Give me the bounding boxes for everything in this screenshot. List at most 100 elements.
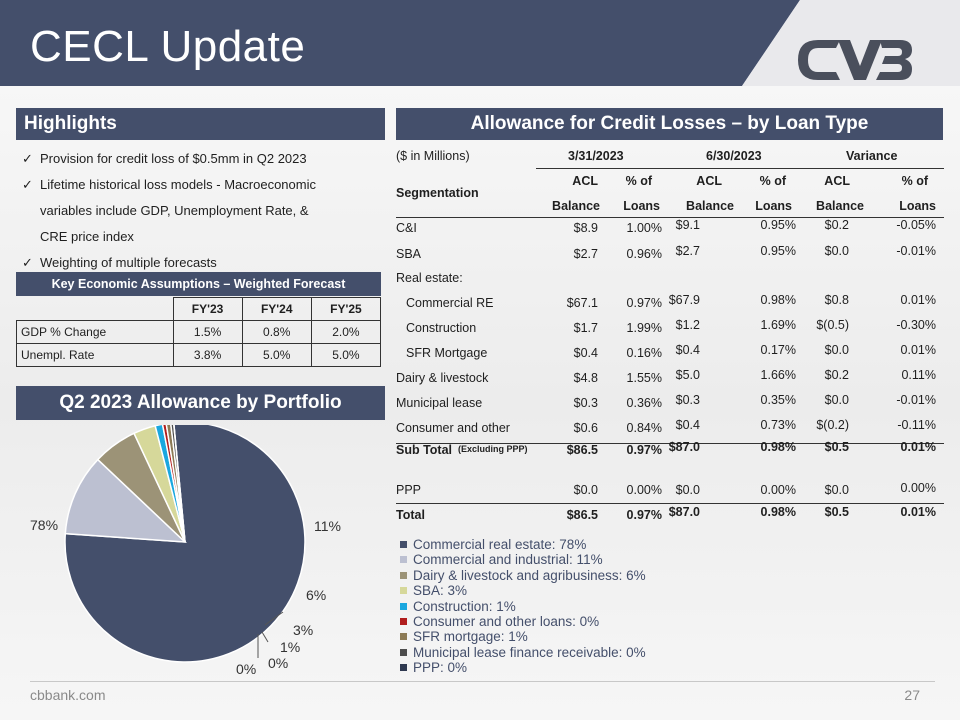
highlight-item: ✓ Lifetime historical loss models - Macro… [18,172,378,198]
legend-swatch [400,602,407,610]
highlight-item: ✓ Weighting of multiple forecasts [18,250,378,276]
checkmark-icon: ✓ [22,151,33,166]
cell-value: $9.1 [675,218,700,232]
table-header-row: Balance Loans Balance Loans Balance Loan… [552,199,936,213]
highlight-item: ✓ Provision for credit loss of $0.5mm in … [18,146,378,172]
table-row: SBA $2.7 0.96% $2.7 0.95% $0.0 -0.01% [396,244,944,272]
cell-value: 1.69% [760,318,796,332]
cell-value: $0.6 [573,421,598,435]
cell-value: 1.55% [626,371,662,385]
table-header-row: ($ in Millions) 3/31/2023 6/30/2023 Vari… [396,149,898,163]
legend-swatch [400,617,407,625]
legend-label: PPP: 0% [413,660,468,676]
footer-divider [30,681,935,682]
legend-item: Commercial real estate: 78% [400,537,646,552]
legend-swatch [400,633,407,641]
cell-value: 0.16% [626,346,662,360]
cell-value: 0.95% [760,218,796,232]
checkmark-icon: ✓ [22,255,33,270]
row-label: Municipal lease [396,396,483,410]
cell-value: $0.3 [573,396,598,410]
cell-value: 0.73% [760,418,796,432]
legend-item: Construction: 1% [400,599,646,614]
slice-label: 0% [236,661,257,677]
cell-value: $0.2 [824,368,849,382]
legend-item: Commercial and industrial: 11% [400,552,646,567]
legend-label: Consumer and other loans: 0% [413,613,600,629]
row-label: Construction [406,321,477,335]
key-assumptions-table: FY'23 FY'24 FY'25 GDP % Change 1.5% 0.8%… [16,297,382,367]
cell-value: 0.11% [901,368,936,382]
slice-label: 6% [306,587,327,603]
cell-value: 0.84% [626,421,662,435]
cell-value: 0.35% [760,393,796,407]
cell-value: $0.0 [824,393,849,407]
legend-label: Commercial real estate: 78% [413,537,587,552]
legend-swatch [400,556,407,564]
pie-slice [64,458,188,543]
cell-value: $8.9 [573,221,598,235]
table-row: Dairy & livestock $4.8 1.55% $5.0 1.66% $0.2 0… [396,368,944,396]
row-label: Commercial RE [406,296,494,310]
cell-value: $1.7 [573,321,598,335]
slice-label: 11% [314,518,341,534]
cell-value: 1.66% [760,368,796,382]
footer-url: cbbank.com [30,687,106,703]
table-row: Consumer and other $0.6 0.84% $0.4 0.73% $(0.… [396,418,944,446]
cell-value: 1.99% [626,321,662,335]
leader-line [261,631,269,643]
table-row: Municipal lease $0.3 0.36% $0.3 0.35% $0.0 -0.… [396,393,944,421]
row-label: Dairy & livestock [396,371,489,385]
cell-value: $0.4 [573,346,598,360]
cell-value: -0.01% [896,244,936,258]
pie-slice [64,425,306,663]
legend-item: SBA: 3% [400,583,646,598]
cell-value: -0.11% [897,418,936,432]
legend-label: Construction: 1% [413,598,516,614]
row-label: C&I [396,221,417,235]
cell-value: -0.30% [896,318,936,332]
legend-swatch [400,571,407,579]
table-row: GDP % Change 1.5% 0.8% 2.0% [16,320,382,344]
legend-label: Commercial and industrial: 11% [413,552,603,568]
highlight-item-continued: CRE price index [40,229,134,244]
table-row: Real estate: [396,271,944,296]
subtotal-row: Sub Total (Excluding PPP) $86.5 0.97% $8… [396,440,936,457]
legend-swatch [400,664,407,672]
pie-slice [154,425,186,543]
cell-value: 0.36% [626,396,662,410]
legend-label: Dairy & livestock and agribusiness: 6% [413,567,646,583]
table-row: Construction $1.7 1.99% $1.2 1.69% $(0.5) -0.3… [396,318,944,346]
highlights-header: Highlights [16,108,385,140]
page-title: CECL Update [30,22,306,71]
cell-value: $2.7 [573,247,598,261]
cell-value: $2.7 [675,244,700,258]
pie-legend: Commercial real estate: 78% Commercial an… [400,537,646,676]
cell-value: 0.17% [760,343,796,357]
cell-value: $5.0 [675,368,700,382]
column-header: FY'25 [310,297,382,321]
slice-label: 0% [268,655,289,671]
table-row: SFR Mortgage $0.4 0.16% $0.4 0.17% $0.0 0.01% [396,343,944,371]
allowance-pie-chart [64,425,306,663]
cell-value: $0.3 [675,393,700,407]
page-number: 27 [904,687,920,703]
slice-label: 1% [280,639,301,655]
cell-value: $0.0 [824,343,849,357]
cell-value: -0.05% [896,218,936,232]
cell-value: $0.2 [824,218,849,232]
legend-swatch [400,648,407,656]
cell-value: $67.1 [566,296,598,310]
row-label: SBA [396,247,422,261]
table-row: Commercial RE $67.1 0.97% $67.9 0.98% $0.8 0.0… [396,293,944,321]
row-label: Real estate: [396,271,463,285]
cell-value: $0.4 [675,418,700,432]
cell-value: $(0.5) [816,318,849,332]
pie-slice [161,425,186,543]
cell-value: $1.2 [675,318,700,332]
checkmark-icon: ✓ [22,177,33,192]
cell-value: 0.01% [900,293,936,307]
highlight-item-continued: variables include GDP, Unemployment Rate… [40,203,309,218]
cell-value: 0.01% [900,343,936,357]
leader-line [264,611,284,626]
